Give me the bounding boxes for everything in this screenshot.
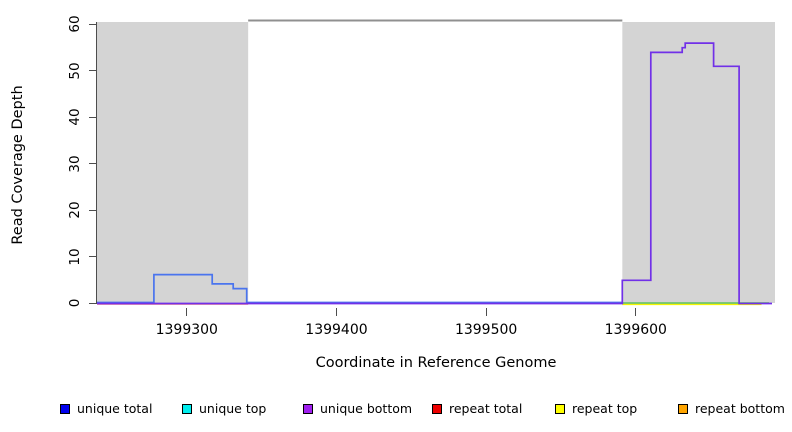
y-tick-label: 40 <box>67 108 83 126</box>
legend-item-unique-total: unique total <box>60 401 153 416</box>
y-tick-label: 30 <box>67 154 83 173</box>
y-axis-line <box>96 22 97 304</box>
y-tick-label: 60 <box>67 15 83 33</box>
x-tick <box>635 308 637 316</box>
legend-item-repeat-total: repeat total <box>432 401 523 416</box>
x-tick <box>335 308 337 316</box>
y-axis-title: Read Coverage Depth <box>10 85 26 245</box>
series-unique-bottom <box>97 42 772 305</box>
legend-label: unique total <box>77 401 153 416</box>
y-tick-label: 50 <box>67 61 83 80</box>
x-tick <box>485 308 487 316</box>
y-tick-label: 0 <box>67 298 83 308</box>
legend-swatch-repeat-bottom <box>678 403 688 414</box>
x-axis-title: Coordinate in Reference Genome <box>315 355 557 371</box>
legend-item-unique-bottom: unique bottom <box>303 401 413 416</box>
legend-item-repeat-top: repeat top <box>555 401 638 416</box>
x-tick <box>186 308 188 316</box>
legend-swatch-unique-top <box>182 403 192 414</box>
shaded-region-1 <box>97 22 249 303</box>
y-tick <box>89 23 96 25</box>
x-tick-label: 1399400 <box>305 322 368 338</box>
x-tick-label: 1399300 <box>155 322 218 338</box>
x-tick-label: 1399600 <box>604 322 667 338</box>
y-tick <box>89 209 96 211</box>
series-unique-total <box>97 273 623 304</box>
legend-label: repeat top <box>572 401 638 416</box>
legend-label: unique bottom <box>320 401 413 416</box>
y-tick-label: 20 <box>67 201 83 219</box>
legend-swatch-repeat-top <box>555 403 565 414</box>
y-tick-label: 10 <box>67 247 83 266</box>
y-tick <box>89 163 96 164</box>
y-tick <box>89 116 96 118</box>
legend-item-repeat-bottom: repeat bottom <box>678 401 785 416</box>
legend-swatch-repeat-total <box>432 403 442 414</box>
y-tick <box>89 70 96 71</box>
legend-item-unique-top: unique top <box>182 401 267 416</box>
y-tick <box>89 302 96 304</box>
shaded-region-2 <box>622 22 775 303</box>
plot-area <box>97 19 775 306</box>
legend-label: repeat bottom <box>695 401 785 416</box>
legend-swatch-unique-bottom <box>303 403 313 414</box>
y-tick <box>89 256 96 257</box>
legend-label: unique top <box>199 401 267 416</box>
legend-label: repeat total <box>449 401 523 416</box>
legend-swatch-unique-total <box>60 403 70 414</box>
x-tick-label: 1399500 <box>454 322 518 338</box>
